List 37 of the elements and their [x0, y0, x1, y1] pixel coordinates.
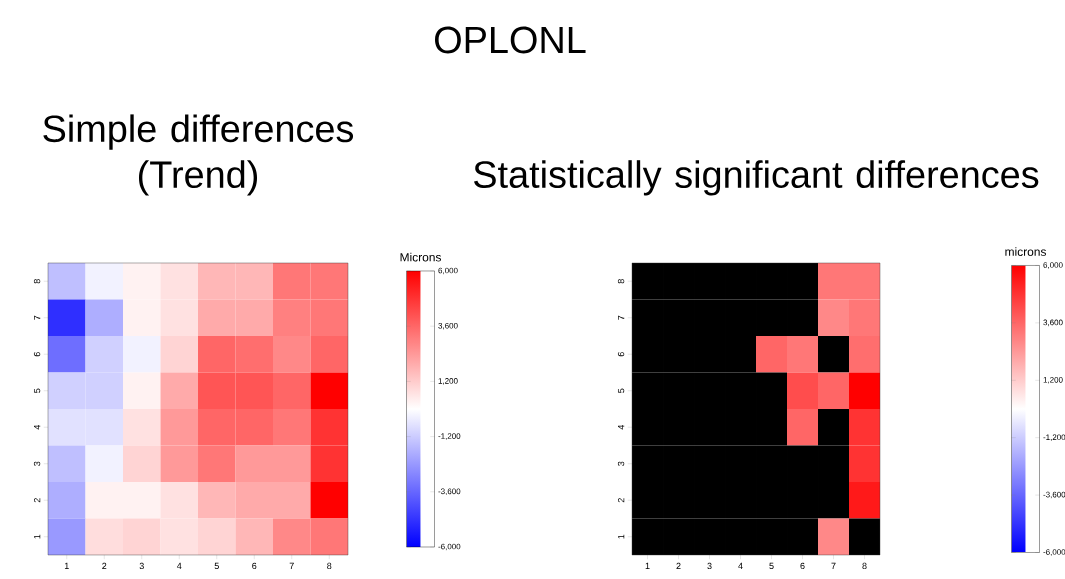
- x-tick-label: 5: [769, 562, 774, 570]
- y-tick-label: 8: [617, 279, 625, 284]
- y-tick-label: 3: [617, 461, 625, 466]
- y-tick-label: 4: [34, 425, 41, 430]
- color-bar-title: microns: [1005, 247, 1046, 256]
- y-tick-label: 4: [618, 425, 625, 430]
- y-tick-label: 6: [617, 352, 625, 357]
- chart-title: Statistically significant differences: [474, 160, 1039, 196]
- y-tick-label: 2: [617, 498, 625, 503]
- x-tick-label: 8: [862, 562, 867, 570]
- x-tick-label: 6: [800, 562, 805, 570]
- text: OPLONL: [435, 26, 586, 54]
- x-tick-label: 2: [676, 562, 681, 570]
- x-tick-label: 3: [139, 562, 144, 570]
- y-tick-label: 1: [618, 534, 625, 539]
- color-bar-title: Microns: [400, 252, 441, 262]
- chart-title: Simple differences (Trend): [43, 114, 354, 196]
- y-tick-label: 6: [33, 352, 41, 357]
- x-tick-label: 3: [707, 562, 712, 570]
- y-tick-label: 7: [34, 315, 41, 320]
- x-tick-label: 5: [214, 562, 219, 570]
- x-tick-label: 2: [102, 562, 107, 570]
- y-tick-label: 1: [34, 534, 41, 539]
- x-tick-label: 7: [831, 562, 836, 569]
- y-tick-label: 7: [618, 315, 625, 320]
- y-tick-label: 5: [617, 388, 625, 393]
- y-tick-label: 2: [33, 498, 41, 503]
- x-tick-label: 7: [289, 562, 294, 569]
- y-tick-label: 3: [33, 461, 41, 466]
- y-tick-label: 8: [33, 279, 41, 284]
- x-tick-label: 8: [327, 562, 332, 570]
- x-tick-label: 4: [738, 562, 743, 569]
- x-tick-label: 1: [64, 562, 69, 569]
- x-tick-label: 6: [252, 562, 257, 570]
- y-tick-label: 5: [33, 388, 41, 393]
- x-tick-label: 1: [645, 562, 650, 569]
- x-tick-label: 4: [176, 562, 182, 569]
